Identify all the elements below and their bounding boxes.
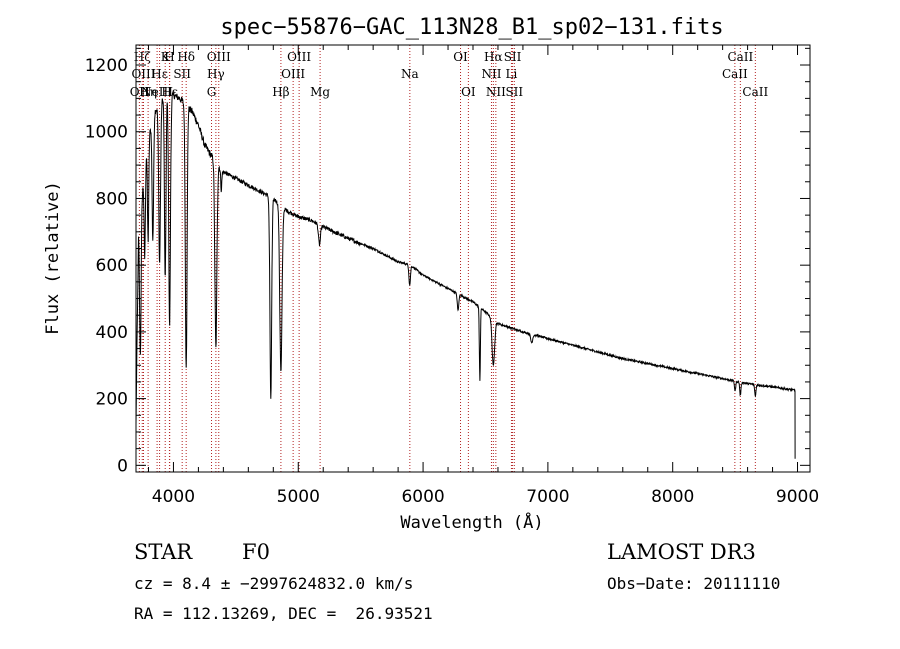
line-marker-label: Na (401, 67, 419, 81)
line-marker-label: OI (461, 85, 476, 99)
line-marker-label: Hγ (207, 67, 225, 81)
x-axis-ticks: 4000 5000 6000 7000 8000 9000 (147, 45, 819, 507)
y-axis-label: Flux (relative) (43, 181, 63, 335)
line-marker-label: OIII (281, 67, 305, 81)
survey-name: LAMOST DR3 (607, 540, 756, 564)
line-marker-label: SII (505, 85, 523, 99)
coordinates: RA = 112.13269, DEC = 26.93521 (134, 604, 433, 623)
line-marker-label: CaII (722, 67, 748, 81)
line-marker-label: Hδ (177, 50, 195, 64)
line-marker-label: SII (504, 50, 522, 64)
line-marker-label: OIII (131, 67, 155, 81)
x-tick-label: 9000 (776, 487, 819, 507)
line-marker-label: CaII (727, 50, 753, 64)
y-tick-label: 200 (96, 390, 128, 410)
line-marker-label: G (207, 85, 217, 99)
x-tick-label: 4000 (152, 487, 195, 507)
line-marker-label: NeIII (141, 85, 173, 99)
line-marker-label: Hε (161, 85, 178, 99)
line-marker-label: H (164, 50, 174, 64)
x-tick-label: 6000 (401, 487, 444, 507)
plot-frame (135, 44, 811, 473)
y-tick-label: 1200 (85, 56, 128, 76)
y-tick-label: 1000 (85, 123, 128, 143)
star-subclass: F0 (242, 540, 270, 564)
line-marker-label: OII (130, 85, 150, 99)
y-axis-ticks: 0 200 400 600 800 1000 1200 (85, 47, 810, 476)
line-marker-label: Hη (139, 85, 157, 99)
x-tick-label: 7000 (526, 487, 569, 507)
line-marker-label: CaII (742, 85, 768, 99)
line-marker-label: Li (506, 67, 518, 81)
y-tick-label: 400 (96, 323, 128, 343)
x-axis-label: Wavelength (Å) (400, 511, 543, 533)
line-marker-label: SII (173, 67, 191, 81)
y-tick-label: 800 (96, 189, 128, 209)
x-tick-label: 5000 (277, 487, 320, 507)
line-marker-label: Hζ (134, 50, 151, 64)
line-marker-label: Hε (151, 67, 168, 81)
line-marker-label: K (161, 50, 171, 64)
spectrum-chart: spec−55876−GAC_113N28_B1_sp02−131.fits O… (43, 15, 819, 533)
x-tick-label: 8000 (651, 487, 694, 507)
line-marker-label: OIII (207, 50, 231, 64)
y-tick-label: 0 (117, 456, 128, 476)
line-marker-label: Mg (310, 85, 330, 99)
y-tick-label: 600 (96, 256, 128, 276)
line-marker-label: OI (453, 50, 468, 64)
line-marker-label: OIII (287, 50, 311, 64)
line-marker-label: NII (481, 67, 501, 81)
spectrum-line (135, 91, 796, 459)
star-class: STAR (134, 540, 193, 564)
obs-date: Obs−Date: 20111110 (607, 574, 781, 593)
line-marker-label: Hβ (272, 85, 289, 99)
redshift-line: cz = 8.4 ± −2997624832.0 km/s (134, 574, 414, 593)
line-marker-label: Hα (484, 50, 503, 64)
line-markers (138, 45, 756, 472)
chart-title: spec−55876−GAC_113N28_B1_sp02−131.fits (220, 15, 723, 40)
line-marker-label: NII (486, 85, 506, 99)
